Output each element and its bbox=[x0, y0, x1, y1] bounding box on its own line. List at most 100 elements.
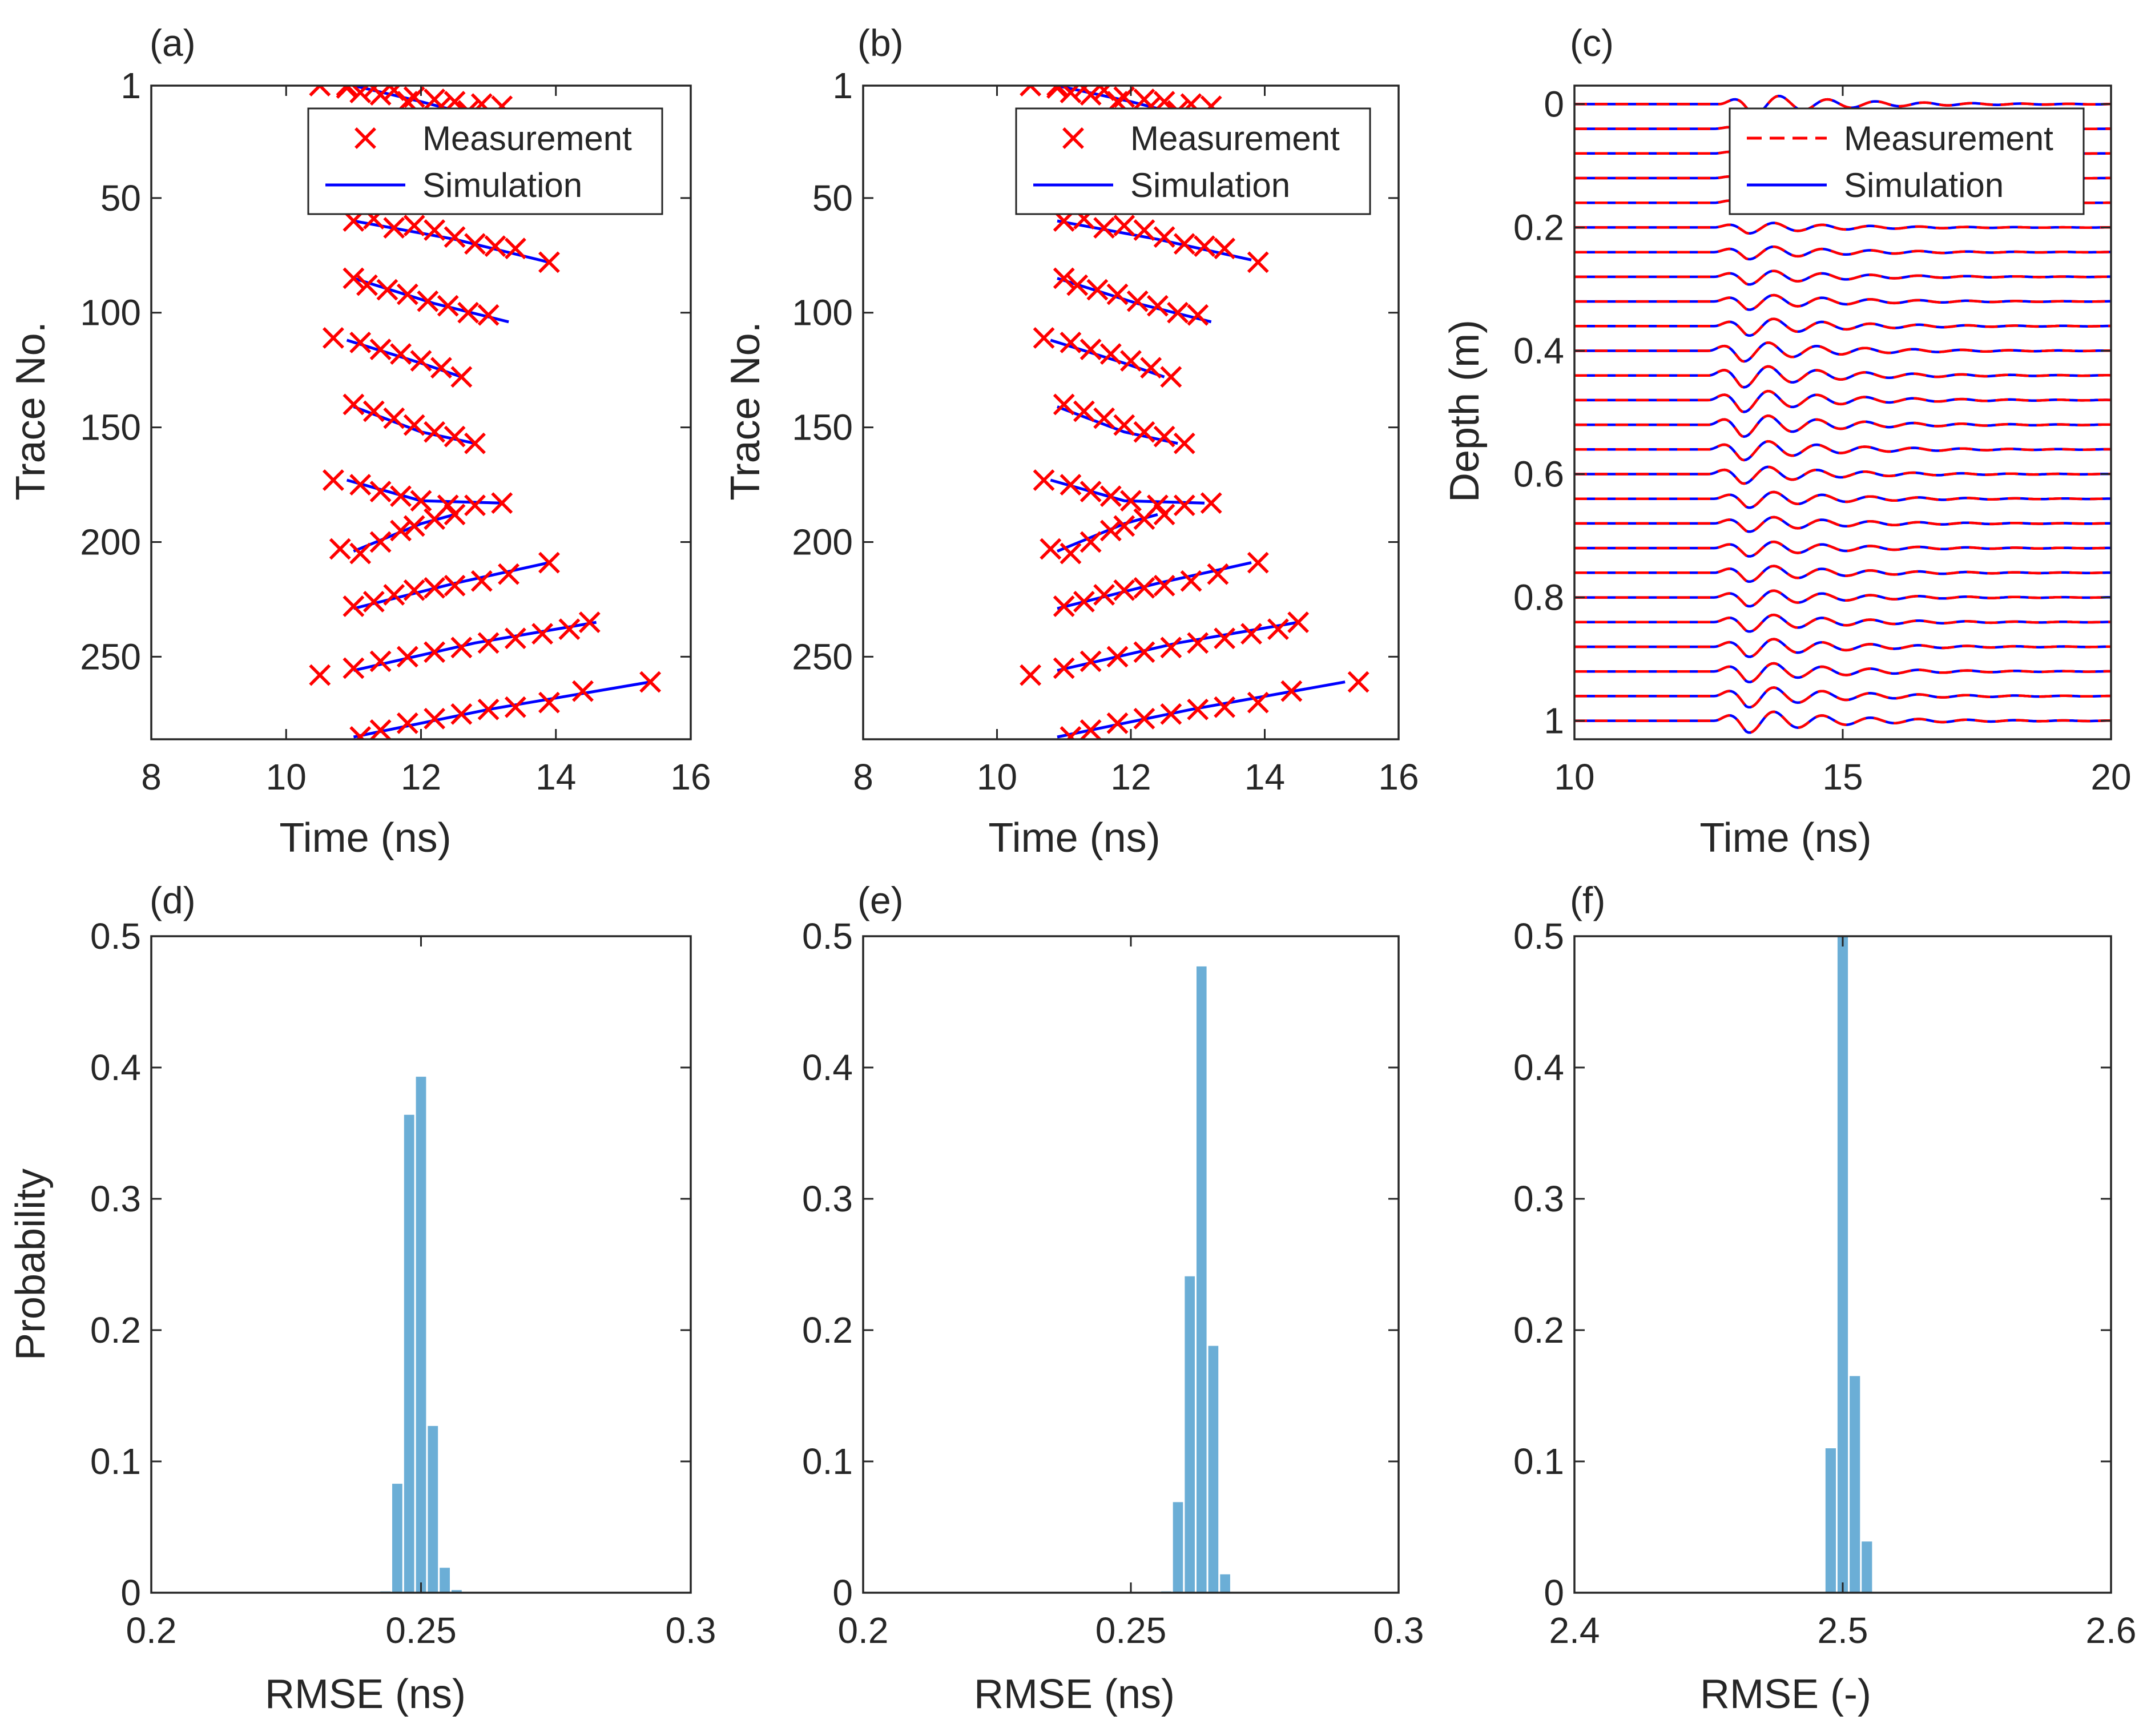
measurement-point-b-27 bbox=[1086, 279, 1109, 301]
y-tick-label-d-3: 0.3 bbox=[90, 1178, 141, 1219]
x-tick-label-e-0: 0.2 bbox=[838, 1610, 889, 1651]
measurement-point-b-1 bbox=[1046, 86, 1068, 99]
measurement-point-b-75 bbox=[1133, 641, 1155, 663]
measurement-point-a-35 bbox=[369, 339, 392, 360]
simulation-line-b-2 bbox=[1057, 277, 1212, 324]
measurement-trace-20 bbox=[1574, 589, 2111, 608]
y-tick-label-d-2: 0.2 bbox=[90, 1310, 141, 1351]
measurement-trace-16 bbox=[1574, 490, 2111, 509]
measurement-point-a-1 bbox=[336, 86, 358, 99]
measurement-point-a-37 bbox=[410, 350, 432, 372]
histogram-bar-f-0 bbox=[1825, 1448, 1836, 1593]
measurement-point-b-91 bbox=[1347, 671, 1369, 693]
measurement-point-b-57 bbox=[1079, 531, 1102, 553]
measurement-point-b-62 bbox=[1053, 595, 1075, 617]
measurement-point-b-86 bbox=[1160, 703, 1182, 725]
y-tick-label-d-5: 0.5 bbox=[90, 916, 141, 957]
plot-data-d bbox=[380, 1077, 474, 1593]
measurement-point-a-82 bbox=[349, 726, 372, 739]
plot-data-e bbox=[1161, 966, 1242, 1593]
measurement-point-a-71 bbox=[309, 664, 331, 686]
y-tick-label-b-0: 1 bbox=[832, 65, 853, 106]
ylabel-b: Trace No. bbox=[723, 321, 768, 500]
xlabel-a: Time (ns) bbox=[279, 815, 451, 861]
y-tick-label-c-5: 1 bbox=[1544, 700, 1564, 742]
simulation-trace-6 bbox=[1574, 245, 2111, 261]
panel-label-d: (d) bbox=[150, 879, 196, 921]
x-tick-label-a-2: 12 bbox=[401, 756, 441, 797]
measurement-point-a-62 bbox=[343, 595, 365, 617]
measurement-point-a-46 bbox=[464, 432, 486, 454]
measurement-point-b-69 bbox=[1207, 563, 1229, 585]
y-tick-label-a-5: 250 bbox=[80, 636, 141, 677]
histogram-bar-d-3 bbox=[416, 1077, 426, 1593]
simulation-line-b-9 bbox=[1057, 680, 1346, 739]
x-tick-label-d-0: 0.2 bbox=[126, 1610, 177, 1651]
x-tick-label-a-3: 14 bbox=[535, 756, 576, 797]
measurement-point-b-66 bbox=[1133, 577, 1155, 599]
y-tick-label-f-5: 0.5 bbox=[1513, 916, 1564, 957]
measurement-point-b-29 bbox=[1126, 290, 1149, 312]
measurement-point-b-58 bbox=[1099, 519, 1122, 542]
measurement-point-b-31 bbox=[1167, 301, 1189, 324]
plot-data-a bbox=[309, 86, 662, 739]
measurement-point-a-91 bbox=[639, 671, 662, 693]
plot-frame-e bbox=[862, 935, 1400, 1594]
legend-label-c-1: Simulation bbox=[1844, 166, 2004, 204]
ylabel-a: Trace No. bbox=[8, 321, 54, 500]
measurement-point-a-83 bbox=[369, 719, 392, 739]
measurement-point-a-84 bbox=[396, 712, 418, 734]
y-tick-label-e-5: 0.5 bbox=[802, 916, 853, 957]
x-tick-label-a-0: 8 bbox=[141, 756, 162, 797]
measurement-point-b-80 bbox=[1267, 618, 1289, 641]
measurement-point-a-20 bbox=[444, 226, 466, 248]
measurement-point-a-73 bbox=[369, 650, 392, 672]
measurement-point-a-81 bbox=[578, 611, 601, 634]
xlabel-d: RMSE (ns) bbox=[265, 1671, 466, 1717]
measurement-point-b-35 bbox=[1079, 339, 1102, 360]
panel-label-e: (e) bbox=[857, 879, 904, 921]
measurement-point-b-25 bbox=[1053, 267, 1075, 289]
measurement-point-a-76 bbox=[450, 637, 473, 659]
measurement-point-b-18 bbox=[1113, 215, 1135, 237]
measurement-point-a-47 bbox=[322, 469, 344, 491]
y-tick-label-f-1: 0.1 bbox=[1513, 1441, 1564, 1482]
measurement-point-b-0 bbox=[1020, 86, 1042, 96]
measurement-point-b-48 bbox=[1060, 474, 1082, 496]
y-tick-label-a-1: 50 bbox=[100, 178, 141, 219]
measurement-trace-23 bbox=[1574, 662, 2111, 683]
measurement-point-a-49 bbox=[369, 481, 392, 503]
x-tick-label-e-1: 0.25 bbox=[1095, 1610, 1167, 1651]
ylabel-d: Probability bbox=[8, 1169, 54, 1360]
histogram-bar-e-5 bbox=[1220, 1574, 1230, 1593]
measurement-point-a-43 bbox=[403, 414, 425, 436]
x-tick-label-b-1: 10 bbox=[977, 756, 1017, 797]
measurement-point-a-36 bbox=[390, 343, 412, 365]
measurement-point-b-28 bbox=[1106, 283, 1129, 305]
measurement-point-a-69 bbox=[498, 563, 520, 585]
histogram-bar-d-2 bbox=[404, 1114, 414, 1593]
ylabel-c: Depth (m) bbox=[1442, 320, 1488, 502]
panel-label-a: (a) bbox=[150, 22, 196, 64]
measurement-point-a-45 bbox=[444, 425, 466, 448]
legend-marker-measurement-a bbox=[355, 127, 376, 149]
measurement-point-b-36 bbox=[1099, 343, 1122, 365]
measurement-trace-8 bbox=[1574, 293, 2111, 311]
measurement-point-b-38 bbox=[1140, 357, 1162, 379]
measurement-point-a-0 bbox=[309, 86, 331, 96]
legend-box-a bbox=[307, 107, 663, 215]
simulation-trace-13 bbox=[1574, 414, 2111, 438]
simulation-trace-12 bbox=[1574, 389, 2111, 413]
y-tick-label-a-4: 200 bbox=[80, 521, 141, 562]
simulation-line-a-9 bbox=[353, 680, 651, 739]
legend-a: Measurement Simulation bbox=[307, 107, 663, 215]
measurement-trace-0 bbox=[1574, 94, 2111, 116]
measurement-point-b-45 bbox=[1153, 425, 1175, 448]
measurement-point-a-77 bbox=[477, 632, 500, 654]
legend-marker-measurement-b bbox=[1062, 127, 1084, 149]
y-tick-label-c-0: 0 bbox=[1544, 83, 1564, 124]
measurement-point-a-21 bbox=[464, 233, 486, 255]
measurement-point-a-70 bbox=[538, 551, 560, 574]
measurement-point-a-78 bbox=[504, 627, 526, 650]
